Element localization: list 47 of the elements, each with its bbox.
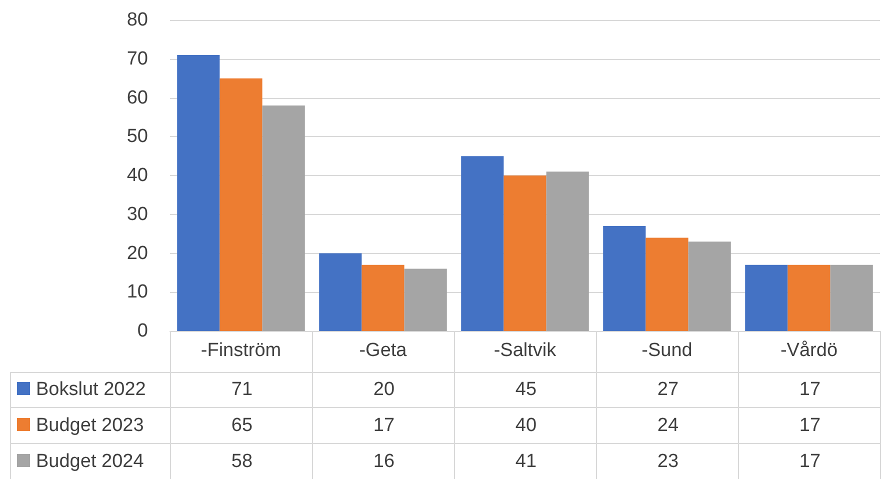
bar: [830, 264, 873, 331]
y-tick-label: 30: [126, 204, 148, 225]
data-label: 20: [373, 379, 395, 401]
y-tick-label: 20: [126, 242, 148, 264]
data-label: 45: [515, 379, 537, 401]
legend-label: Budget 2023: [35, 414, 144, 436]
x-tick-label: -Vårdö: [780, 340, 838, 361]
bar: [404, 268, 447, 331]
y-tick-label: 0: [137, 320, 148, 342]
bar: [362, 264, 404, 331]
y-tick-label: 80: [126, 10, 148, 30]
bar: [745, 264, 788, 331]
bar: [461, 156, 504, 331]
x-tick-label: -Saltvik: [494, 340, 557, 361]
bar: [646, 238, 688, 331]
bar: [319, 253, 362, 331]
data-label: 24: [657, 414, 679, 436]
bar: [688, 242, 731, 331]
data-label: 27: [657, 379, 679, 401]
y-tick-label: 40: [126, 165, 148, 186]
data-label: 17: [373, 414, 395, 436]
data-label: 17: [799, 414, 821, 436]
y-tick-label: 60: [126, 87, 148, 108]
data-label: 17: [799, 379, 821, 401]
bar: [177, 54, 220, 331]
y-tick-label: 10: [126, 282, 148, 303]
x-tick-label: -Sund: [642, 340, 692, 361]
bar: [220, 78, 262, 331]
bar: [262, 106, 305, 331]
bar: [546, 172, 589, 331]
legend-label: Budget 2024: [35, 450, 144, 472]
bar: [788, 264, 830, 331]
data-label: 23: [657, 450, 679, 472]
legend-label: Bokslut 2022: [35, 379, 146, 401]
data-label: 16: [373, 450, 395, 472]
data-label: 65: [231, 414, 253, 436]
x-tick-label: -Finström: [200, 340, 282, 361]
data-label: 41: [515, 450, 537, 472]
data-label: 17: [799, 450, 821, 472]
y-tick-label: 70: [126, 48, 148, 70]
data-label: 40: [515, 414, 537, 436]
x-tick-label: -Geta: [359, 340, 408, 361]
data-label: 58: [231, 450, 253, 472]
bar: [504, 176, 546, 331]
data-label: 71: [231, 379, 253, 401]
y-tick-label: 50: [126, 126, 148, 148]
bar: [603, 226, 646, 331]
